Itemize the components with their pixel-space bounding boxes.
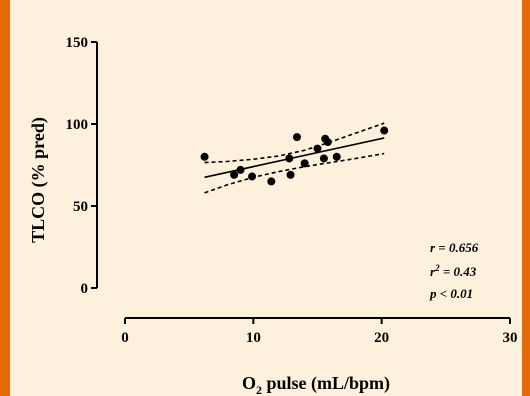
data-point-2 bbox=[230, 170, 239, 179]
x-axis-title-main: O bbox=[242, 373, 256, 393]
data-point-1 bbox=[200, 152, 209, 161]
data-point-13 bbox=[323, 138, 332, 147]
y-tick-label-50: 50 bbox=[73, 199, 88, 215]
data-point-7 bbox=[286, 170, 295, 179]
data-point-3 bbox=[236, 165, 245, 174]
x-axis-title-sub: 2 bbox=[256, 383, 262, 396]
annotation-r-squared: r2 = 0.43 bbox=[430, 263, 477, 279]
y-axis-title: TLCO (% pred) bbox=[28, 117, 49, 243]
x-tick-label-10: 10 bbox=[246, 330, 261, 346]
x-tick-label-20: 20 bbox=[374, 330, 389, 346]
annotation-r: r = 0.656 bbox=[430, 240, 479, 255]
confidence-band-upper bbox=[204, 122, 385, 164]
data-point-6 bbox=[285, 154, 294, 163]
y-tick-label-150: 150 bbox=[66, 35, 89, 51]
x-axis: 0 10 20 30 bbox=[121, 317, 518, 346]
annotation-r2-base: r bbox=[430, 264, 436, 279]
y-axis: 0 50 100 150 bbox=[66, 35, 98, 297]
data-point-14 bbox=[332, 152, 341, 161]
data-point-8 bbox=[292, 133, 301, 142]
data-series bbox=[200, 122, 389, 194]
y-tick-label-100: 100 bbox=[66, 117, 89, 133]
data-point-11 bbox=[319, 154, 328, 163]
annotation-r2-rest: = 0.43 bbox=[440, 264, 477, 279]
x-axis-title: O2 pulse (mL/bpm) bbox=[242, 373, 390, 396]
data-point-9 bbox=[300, 159, 309, 168]
x-axis-title-rest: pulse (mL/bpm) bbox=[262, 373, 390, 394]
x-tick-label-0: 0 bbox=[121, 330, 129, 346]
data-point-4 bbox=[248, 172, 257, 181]
annotation-p-value: p < 0.01 bbox=[429, 286, 473, 301]
data-point-5 bbox=[267, 177, 276, 186]
y-tick-label-0: 0 bbox=[81, 281, 89, 297]
confidence-band-lower bbox=[204, 152, 385, 194]
regression-line bbox=[204, 137, 385, 179]
annotation-r2-sup: 2 bbox=[434, 263, 440, 273]
data-point-10 bbox=[313, 144, 322, 153]
x-tick-label-30: 30 bbox=[503, 330, 518, 346]
data-point-15 bbox=[380, 126, 389, 135]
